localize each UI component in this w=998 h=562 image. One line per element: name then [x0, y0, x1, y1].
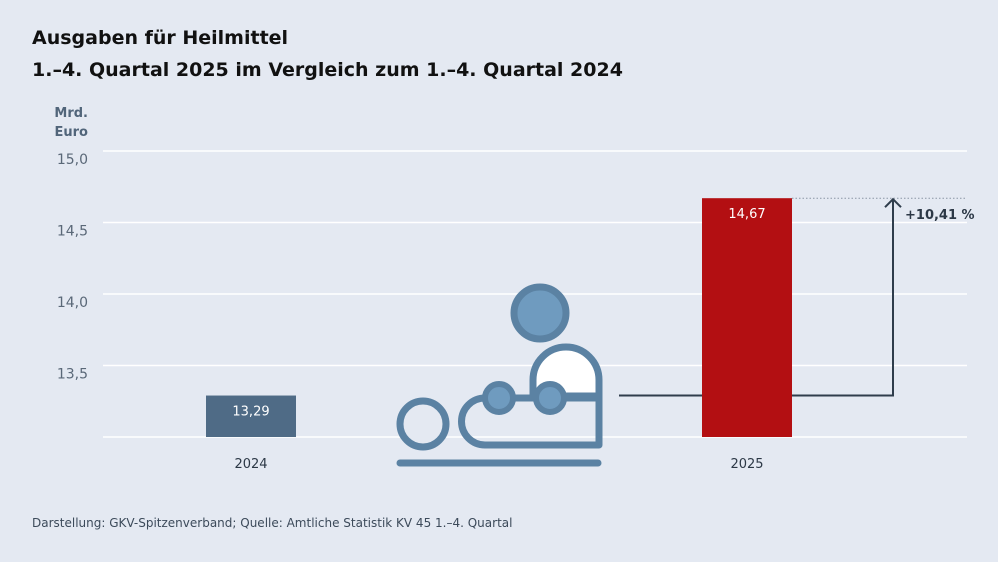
chart-title: Ausgaben für Heilmittel: [32, 27, 289, 49]
bar-2025: [702, 198, 792, 437]
y-axis-label-line: Euro: [54, 125, 88, 140]
y-axis-label: Mrd. Euro: [40, 104, 88, 142]
physiotherapy-person-icon: [396, 283, 603, 467]
data-label: 14,67: [728, 207, 765, 222]
bar-2024: [206, 395, 296, 437]
y-tick-label: 15,0: [57, 152, 88, 168]
growth-arrow: [792, 199, 894, 397]
y-tick-label: 14,0: [57, 295, 88, 311]
source-note: Darstellung: GKV-Spitzenverband; Quelle:…: [32, 516, 513, 530]
y-tick-label: 14,5: [57, 224, 88, 240]
x-tick-label: 2025: [730, 457, 763, 472]
arrow-head-icon: [884, 197, 902, 208]
y-tick-label: 13,5: [57, 367, 88, 383]
change-annotation: +10,41 %: [905, 208, 975, 223]
data-label: 13,29: [232, 405, 269, 420]
chart-subtitle: 1.–4. Quartal 2025 im Vergleich zum 1.–4…: [32, 59, 623, 81]
y-axis-label-line: Mrd.: [54, 106, 88, 121]
x-tick-label: 2024: [234, 457, 267, 472]
